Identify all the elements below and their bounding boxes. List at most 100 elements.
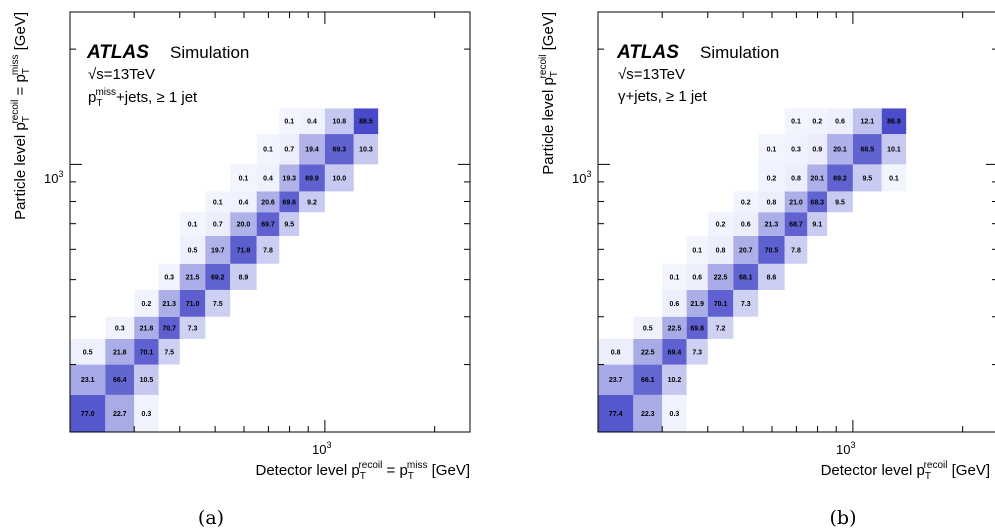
panel-b-cell: [807, 108, 828, 135]
panel-b-cell-value: 0.2: [767, 175, 777, 182]
panel-b-atlas-label: ATLAS: [616, 42, 679, 63]
panel-b-cell: [758, 212, 785, 237]
panel-b-cell-value: 68.1: [739, 274, 753, 281]
panel-b-cell-value: 10.1: [887, 147, 901, 154]
panel-a-cell-value: 10.0: [333, 175, 347, 182]
panel-a-cell: [324, 164, 354, 192]
panel-a-cell-value: 9.5: [284, 222, 294, 229]
panel-a-cell: [105, 364, 135, 395]
panel-a-caption: (a): [198, 507, 224, 529]
panel-a-cell-value: 7.5: [164, 349, 174, 356]
panel-b-cell-value: 10.2: [668, 377, 682, 384]
panel-b-cell: [881, 134, 907, 165]
panel-b-cell-value: 68.7: [789, 222, 803, 229]
panel-a-cell-value: 0.3: [142, 411, 152, 418]
panel-a-cell: [299, 108, 325, 135]
panel-a-cell-value: 0.4: [263, 175, 273, 182]
panel-a-cell-value: 88.5: [359, 119, 373, 126]
panel-a-cell-value: 77.0: [81, 411, 95, 418]
panel-b-cell-value: 20.1: [810, 175, 824, 182]
panel-b-cell-value: 0.8: [611, 349, 621, 356]
panel-b-cell-value: 20.1: [833, 147, 847, 154]
panel-a-cell: [105, 394, 135, 432]
panel-a-ticks: [69, 12, 470, 433]
panel-a-cell: [230, 212, 257, 237]
panel-a-cells: 77.0 22.7 0.3 23.1 66.4 10.5 0.5 21.8 70.1 7.5 0.3…: [70, 108, 379, 432]
panel-b-cell-value: 9.1: [812, 222, 822, 229]
panel-b-cell-value: 22.5: [641, 349, 655, 356]
panel-a-cell: [256, 191, 280, 213]
panel-b-cell-value: 0.1: [889, 175, 899, 182]
panel-a-cell: [256, 134, 280, 165]
panel-b-cell: [733, 289, 759, 317]
panel-b-cell-value: 69.4: [668, 349, 682, 356]
panel-a-cell-value: 20.6: [261, 199, 275, 206]
panel-a-cell: [70, 338, 106, 365]
panel-b-cell: [733, 212, 759, 237]
panel-a-cell-value: 20.0: [237, 222, 251, 229]
panel-b-cell: [784, 164, 808, 192]
panel-b-cell: [707, 263, 734, 290]
panel-a-cell-value: 21.5: [186, 274, 200, 281]
panel-a-cell: [179, 236, 206, 264]
panel-b-y-tick-label: 103: [572, 169, 591, 186]
panel-b-cell-value: 0.8: [716, 247, 726, 254]
panel-b-cell-value: 7.3: [692, 349, 702, 356]
panel-b-cell-value: 22.3: [641, 411, 655, 418]
panel-b-cell-value: 0.6: [692, 274, 702, 281]
panel-b-cell: [733, 263, 759, 290]
panel-b-cell-value: 0.3: [791, 147, 801, 154]
panel-b-cell-value: 21.3: [765, 222, 779, 229]
panel-a-cell-value: 19.4: [305, 147, 319, 154]
panel-b-cell-value: 0.1: [692, 247, 702, 254]
panel-a-cell: [299, 134, 325, 165]
panel-a-cell: [70, 394, 106, 432]
panel-b-cell-value: 20.7: [739, 247, 753, 254]
panel-b-cell: [707, 316, 734, 339]
panel-b-cell-value: 0.1: [791, 119, 801, 126]
panel-b-cell-value: 12.1: [861, 119, 875, 126]
panel-a-cell: [279, 108, 300, 135]
panel-a-cell-value: 0.4: [239, 199, 249, 206]
panel-b-cell: [633, 364, 663, 395]
panel-b-cell: [707, 212, 734, 237]
panel-b-cell: [881, 164, 907, 192]
panel-b-cell-value: 22.5: [668, 325, 682, 332]
panel-b-energy-label: √s=13TeV: [618, 66, 685, 83]
panel-b-cell-value: 0.2: [741, 199, 751, 206]
panel-b-frame: [597, 11, 995, 433]
panel-a-cell: [205, 236, 231, 264]
panel-a-cell: [205, 289, 231, 317]
panel-b-cell: [784, 108, 808, 135]
panel-b-cell: [758, 263, 785, 290]
panel-a-cell: [279, 134, 300, 165]
panel-a-cell: [179, 316, 206, 339]
panel-a-cell: [353, 134, 379, 165]
panel-a-cell-value: 0.5: [188, 247, 198, 254]
panel-a-cell: [158, 289, 180, 317]
panel-a-cell: [179, 263, 206, 290]
panel-b-cell-value: 9.5: [862, 175, 872, 182]
panel-a-cell: [134, 338, 159, 365]
panel-b-cell: [881, 108, 907, 135]
panel-b-cell: [662, 338, 687, 365]
panel-b-cell: [707, 289, 734, 317]
panel-b-cell-value: 0.1: [670, 274, 680, 281]
panel-b-cell: [686, 316, 708, 339]
panel-b-caption: (b): [830, 507, 857, 529]
panel-b-cell-value: 0.2: [716, 222, 726, 229]
panel-a-cell-value: 70.7: [162, 325, 176, 332]
panel-a-cell-value: 0.7: [284, 147, 294, 154]
panel-a-cell: [158, 338, 180, 365]
panel-b-cell: [662, 364, 687, 395]
panel-b-y-axis-title: Particle level pTrecoil [GeV]: [538, 12, 560, 175]
panel-a-cell: [205, 263, 231, 290]
panel-b-cell: [784, 236, 808, 264]
panel-a-cell: [105, 338, 135, 365]
panel-a-cell: [134, 316, 159, 339]
panel-a-cell: [230, 263, 257, 290]
panel-a-cell-value: 0.3: [115, 325, 125, 332]
panel-b-simulation-label: Simulation: [700, 43, 779, 62]
panel-a-cell: [324, 134, 354, 165]
panel-b-cell-value: 7.3: [741, 301, 751, 308]
